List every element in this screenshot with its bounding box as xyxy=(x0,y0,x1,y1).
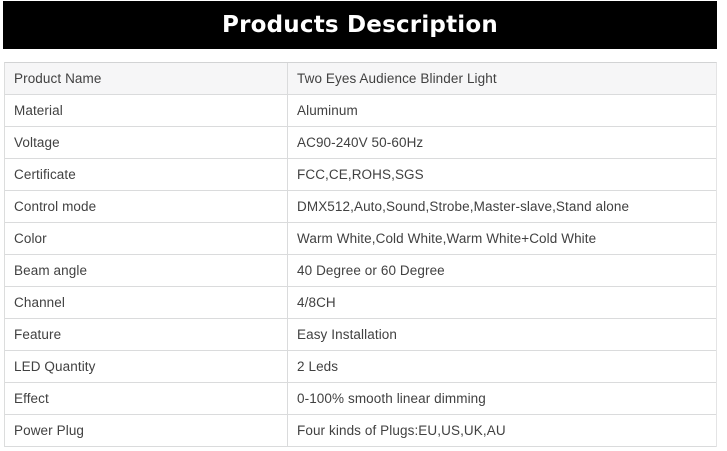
spec-value-cell: Two Eyes Audience Blinder Light xyxy=(297,71,497,86)
table-row: Control mode DMX512,Auto,Sound,Strobe,Mas… xyxy=(5,191,716,223)
spec-value-cell: DMX512,Auto,Sound,Strobe,Master-slave,St… xyxy=(297,199,630,214)
spec-value-cell: Aluminum xyxy=(297,103,358,118)
spec-label-cell: Material xyxy=(5,95,288,126)
spec-label-cell: Voltage xyxy=(5,127,288,158)
table-row: Material Aluminum xyxy=(5,95,716,127)
spec-value-cell: AC90-240V 50-60Hz xyxy=(297,135,424,150)
spec-value-cell: Easy Installation xyxy=(297,327,398,342)
spec-value-cell: Four kinds of Plugs:EU,US,UK,AU xyxy=(297,423,506,438)
table-row: Channel 4/8CH xyxy=(5,287,716,319)
spec-value-cell: 0-100% smooth linear dimming xyxy=(297,391,486,406)
product-spec-table: Product Name Two Eyes Audience Blinder Li… xyxy=(4,62,717,447)
table-row: Voltage AC90-240V 50-60Hz xyxy=(5,127,716,159)
table-row: Feature Easy Installation xyxy=(5,319,716,351)
spec-label-cell: Control mode xyxy=(5,191,288,222)
spec-label-cell: Feature xyxy=(5,319,288,350)
spec-label-cell: Product Name xyxy=(5,63,288,94)
spec-value-cell: 4/8CH xyxy=(297,295,336,310)
spec-label-cell: LED Quantity xyxy=(5,351,288,382)
spec-label-cell: Channel xyxy=(5,287,288,318)
table-row: LED Quantity 2 Leds xyxy=(5,351,716,383)
spec-value-cell: FCC,CE,ROHS,SGS xyxy=(297,167,424,182)
spec-label-cell: Beam angle xyxy=(5,255,288,286)
spec-label-cell: Certificate xyxy=(5,159,288,190)
spec-label-cell: Color xyxy=(5,223,288,254)
spec-value-cell: Warm White,Cold White,Warm White+Cold Wh… xyxy=(297,231,597,246)
page-title: Products Description xyxy=(222,11,498,38)
table-row: Product Name Two Eyes Audience Blinder Li… xyxy=(5,63,716,95)
table-row: Beam angle 40 Degree or 60 Degree xyxy=(5,255,716,287)
spec-label-cell: Power Plug xyxy=(5,415,288,446)
table-row: Power Plug Four kinds of Plugs:EU,US,UK,A… xyxy=(5,415,716,447)
table-row: Effect 0-100% smooth linear dimming xyxy=(5,383,716,415)
products-description-header: Products Description xyxy=(3,1,717,49)
spec-value-cell: 2 Leds xyxy=(297,359,339,374)
table-row: Certificate FCC,CE,ROHS,SGS xyxy=(5,159,716,191)
table-row: Color Warm White,Cold White,Warm White+Co… xyxy=(5,223,716,255)
spec-value-cell: 40 Degree or 60 Degree xyxy=(297,263,445,278)
spec-label-cell: Effect xyxy=(5,383,288,414)
